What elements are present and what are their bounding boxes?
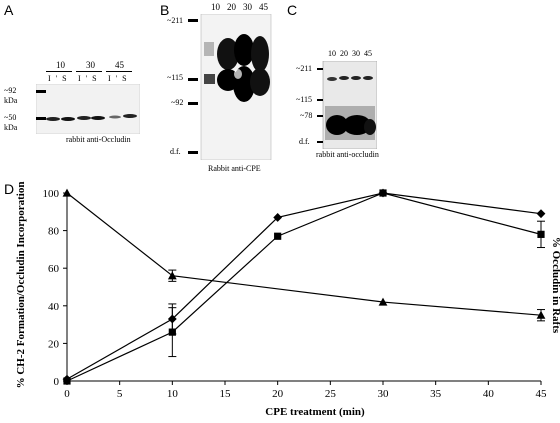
panel-a-lane-group-30: 30 (86, 60, 95, 70)
chart-ticks: 0 5 10 15 20 25 30 35 40 45 0 20 40 60 80 100 (43, 188, 548, 400)
diamond-marker (273, 213, 283, 222)
panel-b-lane-10: 10 (211, 2, 220, 12)
triangle-marker (378, 297, 388, 306)
panel-a-lane-group-10: 10 (56, 60, 65, 70)
panel-a-lane-group-45: 45 (115, 60, 124, 70)
panel-a-group-line (106, 71, 132, 72)
y-tick-label: 0 (54, 376, 60, 388)
panel-a-blot (36, 84, 140, 134)
panel-a-caption: rabbit anti-Occludin (66, 135, 131, 144)
panel-a-marker-92: ~92 (4, 86, 17, 95)
panel-b-lane-20: 20 (227, 2, 236, 12)
panel-b-marker-92: ~92 (171, 98, 184, 107)
series-triangle (62, 188, 546, 322)
panel-c-lane-20: 20 (340, 49, 348, 58)
series-line-diamond (66, 192, 542, 380)
triangle-marker (536, 310, 546, 319)
x-tick-label: 10 (167, 388, 179, 400)
panel-c-marker-211: ~211 (296, 64, 313, 73)
x-axis-label: CPE treatment (min) (265, 406, 365, 418)
panel-a-lane-pair: I ' S (78, 74, 97, 83)
panel-a-group-line (76, 71, 102, 72)
series-square (63, 189, 545, 385)
x-tick-label: 5 (117, 388, 123, 400)
panel-b-marker-df: d.f. (170, 147, 181, 156)
y-axis-label: % CH-2 Formation/Occludin Incorporation (15, 182, 27, 389)
y-tick-label: 60 (48, 263, 60, 275)
triangle-marker (62, 188, 72, 197)
y-tick-label: 40 (48, 301, 60, 313)
square-marker (63, 377, 71, 385)
x-tick-label: 30 (378, 388, 390, 400)
series-line-square (66, 192, 542, 382)
panel-b-blot (188, 14, 272, 160)
panel-d-letter: D (4, 181, 15, 197)
panel-c-marker-78: ~78 (300, 111, 313, 120)
series-diamond (62, 188, 546, 384)
panel-a-group-line (46, 71, 72, 72)
panel-a-marker-unit: kDa (4, 123, 18, 132)
x-tick-label: 35 (430, 388, 442, 400)
x-tick-label: 40 (483, 388, 495, 400)
panel-c-caption: rabbit anti-occludin (316, 150, 379, 159)
x-tick-label: 0 (64, 388, 70, 400)
square-marker (379, 189, 387, 197)
diamond-marker (536, 209, 546, 219)
chart-axes (66, 193, 541, 382)
panel-c-lane-30: 30 (352, 49, 360, 58)
panel-a-lane-pair: I ' S (108, 74, 127, 83)
panel-a-letter: A (4, 2, 14, 18)
panel-d-chart: 0 5 10 15 20 25 30 35 40 45 0 20 40 60 80 100 CPE treat… (15, 182, 560, 418)
x-tick-label: 25 (325, 388, 337, 400)
panel-b-marker-115: ~115 (167, 73, 184, 82)
x-tick-label: 20 (272, 388, 284, 400)
panel-b-caption: Rabbit anti-CPE (208, 164, 261, 173)
panel-b-marker-211: ~211 (167, 16, 184, 25)
panel-b-letter: B (160, 2, 170, 18)
y-tick-label: 80 (48, 226, 60, 238)
panel-a-marker-unit: kDa (4, 96, 18, 105)
series-line-triangle (66, 192, 542, 316)
panel-c-marker-115: ~115 (296, 95, 313, 104)
chart-series (62, 188, 546, 385)
panel-b-lane-45: 45 (259, 2, 268, 12)
y-tick-label: 100 (43, 188, 60, 200)
y-tick-label: 20 (48, 338, 60, 350)
panel-c-lane-10: 10 (328, 49, 336, 58)
panel-a-lane-pair: I ' S (48, 74, 67, 83)
panel-c-letter: C (287, 2, 298, 18)
x-tick-label: 15 (220, 388, 232, 400)
square-marker (168, 328, 176, 336)
panel-c-marker-df: d.f. (299, 137, 310, 146)
panel-c-blot (317, 61, 377, 149)
triangle-marker (167, 271, 177, 280)
panel-b-lane-30: 30 (243, 2, 252, 12)
panel-a-marker-50: ~50 (4, 113, 17, 122)
square-marker (537, 230, 545, 238)
x-tick-label: 45 (536, 388, 548, 400)
y2-axis-label: % Occludin in Rafts (550, 237, 560, 334)
panel-c-lane-45: 45 (364, 49, 372, 58)
square-marker (274, 232, 282, 240)
